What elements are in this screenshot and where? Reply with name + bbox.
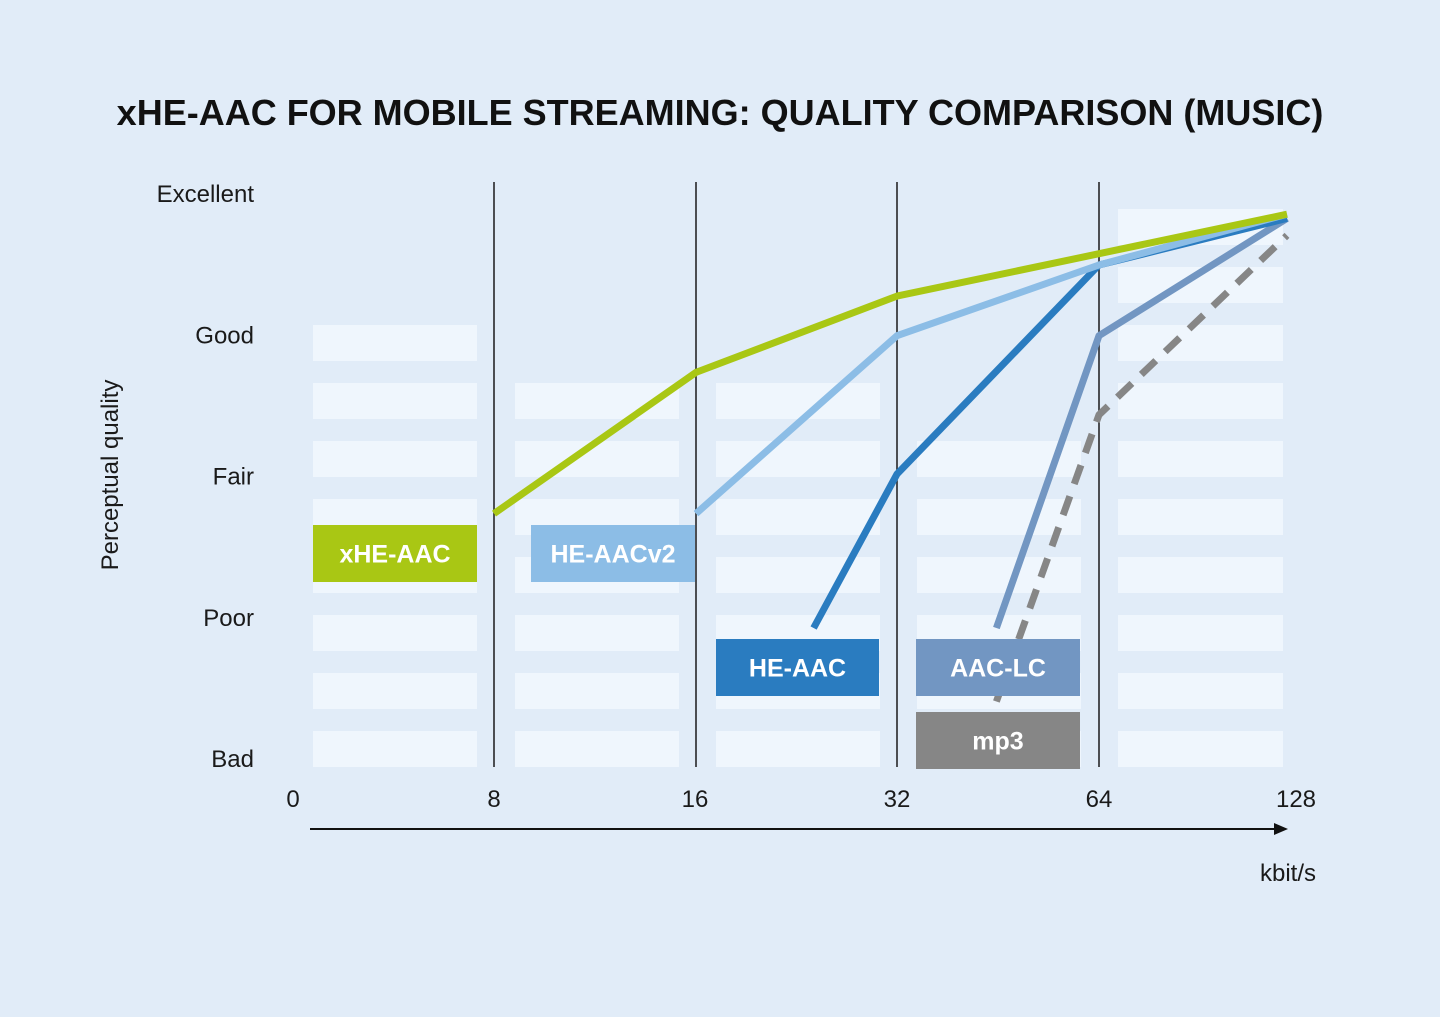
series-label-aac-lc: AAC-LC bbox=[950, 655, 1046, 683]
series-label-box-aac-lc bbox=[916, 639, 1080, 696]
y-tick-label: Fair bbox=[213, 464, 254, 491]
vertical-lines bbox=[493, 182, 1100, 767]
x-tick-label: 0 bbox=[286, 786, 299, 813]
background-stripe bbox=[1118, 615, 1283, 651]
series-label-xhe-aac: xHE-AAC bbox=[339, 541, 450, 569]
y-axis-label: Perceptual quality bbox=[97, 380, 124, 571]
background-stripe bbox=[716, 383, 880, 419]
background-stripe bbox=[1118, 325, 1283, 361]
x-tick-label: 64 bbox=[1086, 786, 1113, 813]
background-stripe bbox=[313, 673, 477, 709]
background-stripe bbox=[313, 731, 477, 767]
background-stripe bbox=[515, 673, 679, 709]
background-stripe bbox=[716, 731, 880, 767]
x-tick-label: 16 bbox=[682, 786, 709, 813]
x-axis bbox=[310, 823, 1288, 835]
background-stripe bbox=[1118, 441, 1283, 477]
y-tick-label: Excellent bbox=[157, 181, 255, 208]
series-label-he-aacv2: HE-AACv2 bbox=[550, 541, 675, 569]
series-label-box-xhe-aac bbox=[313, 525, 477, 582]
series-labels: xHE-AAC HE-AACv2 HE-AAC AAC-LC mp3 bbox=[313, 525, 1080, 769]
series-label-box-he-aacv2 bbox=[531, 525, 695, 582]
series-label-mp3: mp3 bbox=[972, 728, 1023, 756]
background-stripe bbox=[1118, 731, 1283, 767]
background-stripe bbox=[313, 615, 477, 651]
background-stripe bbox=[917, 499, 1081, 535]
x-tick-label: 8 bbox=[487, 786, 500, 813]
background-stripe bbox=[1118, 383, 1283, 419]
y-tick-label: Good bbox=[195, 322, 254, 349]
y-tick-label: Bad bbox=[211, 746, 254, 773]
background-stripe bbox=[716, 557, 880, 593]
background-stripe bbox=[716, 499, 880, 535]
series-line-he-aacv2 bbox=[693, 210, 1288, 517]
x-tick-label: 32 bbox=[884, 786, 911, 813]
background-stripe bbox=[1118, 557, 1283, 593]
background-stripe bbox=[917, 557, 1081, 593]
background-stripe bbox=[313, 441, 477, 477]
series-line-aac-lc bbox=[993, 215, 1289, 630]
series-line-xhe-aac bbox=[491, 210, 1288, 517]
background-stripe bbox=[1118, 499, 1283, 535]
series-lines bbox=[491, 210, 1290, 703]
background-stripe bbox=[515, 441, 679, 477]
x-axis-label: kbit/s bbox=[1260, 860, 1316, 887]
series-label-he-aac: HE-AAC bbox=[749, 655, 846, 683]
background-stripe bbox=[1118, 673, 1283, 709]
x-tick-labels: 0 8 16 32 64 128 bbox=[286, 786, 1316, 813]
chart-title: xHE-AAC FOR MOBILE STREAMING: QUALITY CO… bbox=[117, 92, 1324, 133]
x-tick-label: 128 bbox=[1276, 786, 1316, 813]
y-tick-labels: Excellent Good Fair Poor Bad bbox=[157, 181, 255, 773]
background-stripe bbox=[515, 615, 679, 651]
x-axis-arrowhead bbox=[1274, 823, 1288, 835]
series-line-mp3 bbox=[993, 232, 1290, 703]
background-stripe bbox=[313, 325, 477, 361]
y-tick-label: Poor bbox=[203, 605, 254, 632]
series-label-box-he-aac bbox=[716, 639, 879, 696]
background-stripe bbox=[515, 731, 679, 767]
series-label-box-mp3 bbox=[916, 712, 1080, 769]
background-stripe bbox=[313, 383, 477, 419]
